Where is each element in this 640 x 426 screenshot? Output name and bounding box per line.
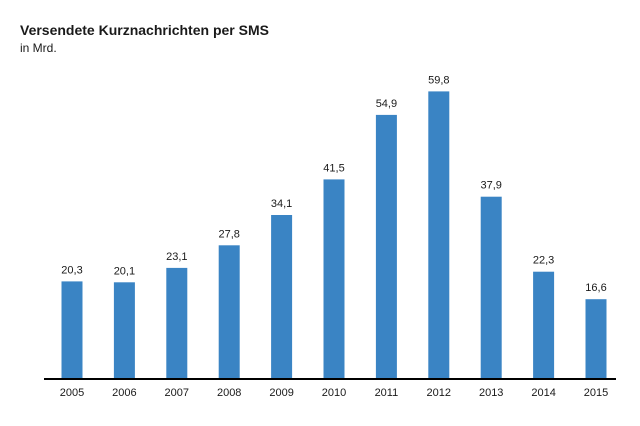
x-tick-label-2012: 2012: [427, 387, 451, 399]
bar-2015: [585, 299, 607, 379]
chart-subtitle: in Mrd.: [20, 41, 57, 55]
bar-2013: [480, 196, 502, 379]
x-tick-label-2010: 2010: [322, 387, 346, 399]
bar-2010: [323, 179, 345, 379]
bar-2012: [428, 91, 450, 380]
bar-2014: [533, 271, 555, 379]
bar-2007: [166, 267, 188, 379]
x-tick-label-2013: 2013: [479, 387, 503, 399]
value-label-2009: 34,1: [271, 198, 292, 210]
value-label-2012: 59,8: [428, 74, 449, 86]
bar-2005: [61, 281, 83, 379]
x-tick-label-2015: 2015: [584, 387, 608, 399]
x-tick-label-2007: 2007: [165, 387, 189, 399]
value-label-2010: 41,5: [323, 162, 344, 174]
value-label-2008: 27,8: [218, 228, 239, 240]
x-tick-label-2014: 2014: [531, 387, 555, 399]
x-tick-label-2006: 2006: [112, 387, 136, 399]
chart-title: Versendete Kurznachrichten per SMS: [20, 22, 269, 38]
x-tick-label-2011: 2011: [375, 387, 399, 399]
value-label-2006: 20,1: [114, 265, 135, 277]
value-label-2005: 20,3: [61, 264, 82, 276]
x-tick-label-2005: 2005: [60, 387, 84, 399]
value-label-2013: 37,9: [480, 180, 501, 192]
x-tick-label-2008: 2008: [217, 387, 241, 399]
bar-2008: [218, 245, 240, 379]
value-label-2007: 23,1: [166, 251, 187, 263]
bar-2006: [113, 282, 135, 379]
value-label-2015: 16,6: [585, 282, 606, 294]
value-label-2011: 54,9: [376, 98, 397, 110]
value-label-2014: 22,3: [533, 255, 554, 267]
x-tick-label-2009: 2009: [269, 387, 293, 399]
bar-2009: [271, 215, 293, 379]
bar-2011: [375, 114, 397, 380]
